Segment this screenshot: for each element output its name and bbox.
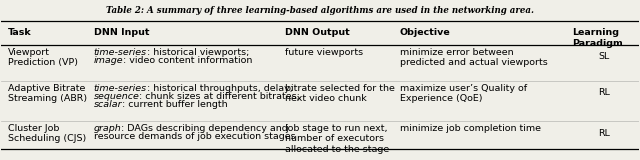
Text: image: image	[94, 56, 124, 65]
Text: minimize error between
predicted and actual viewports: minimize error between predicted and act…	[399, 48, 547, 67]
Text: scalar: scalar	[94, 100, 122, 109]
Text: time-series: time-series	[94, 84, 147, 93]
Text: Table 2: A summary of three learning-based algorithms are used in the networking: Table 2: A summary of three learning-bas…	[106, 6, 534, 15]
Text: maximize user’s Quality of
Experience (QoE): maximize user’s Quality of Experience (Q…	[399, 84, 527, 103]
Text: resource demands of job execution stages: resource demands of job execution stages	[94, 132, 296, 141]
Text: time-series: time-series	[94, 48, 147, 57]
Text: graph: graph	[94, 124, 122, 133]
Text: minimize job completion time: minimize job completion time	[399, 124, 541, 133]
Text: Learning
Paradigm: Learning Paradigm	[572, 28, 623, 48]
Text: : video content information: : video content information	[124, 56, 253, 65]
Text: Objective: Objective	[399, 28, 451, 37]
Text: Task: Task	[8, 28, 31, 37]
Text: : current buffer length: : current buffer length	[122, 100, 228, 109]
Text: : DAGs describing dependency and: : DAGs describing dependency and	[122, 124, 288, 133]
Text: DNN Output: DNN Output	[285, 28, 349, 37]
Text: DNN Input: DNN Input	[94, 28, 149, 37]
Text: bitrate selected for the
next video chunk: bitrate selected for the next video chun…	[285, 84, 395, 103]
Text: RL: RL	[598, 88, 609, 97]
Text: RL: RL	[598, 128, 609, 138]
Text: Cluster Job
Scheduling (CJS): Cluster Job Scheduling (CJS)	[8, 124, 86, 144]
Text: job stage to run next,
number of executors
allocated to the stage: job stage to run next, number of executo…	[285, 124, 389, 154]
Text: : chunk sizes at different bitrates;: : chunk sizes at different bitrates;	[140, 92, 300, 101]
Text: SL: SL	[598, 52, 609, 61]
Text: Adaptive Bitrate
Streaming (ABR): Adaptive Bitrate Streaming (ABR)	[8, 84, 87, 103]
Text: future viewports: future viewports	[285, 48, 363, 57]
Text: : historical throughputs, delay;: : historical throughputs, delay;	[147, 84, 292, 93]
Text: : historical viewports;: : historical viewports;	[147, 48, 249, 57]
Text: sequence: sequence	[94, 92, 140, 101]
Text: Viewport
Prediction (VP): Viewport Prediction (VP)	[8, 48, 78, 67]
